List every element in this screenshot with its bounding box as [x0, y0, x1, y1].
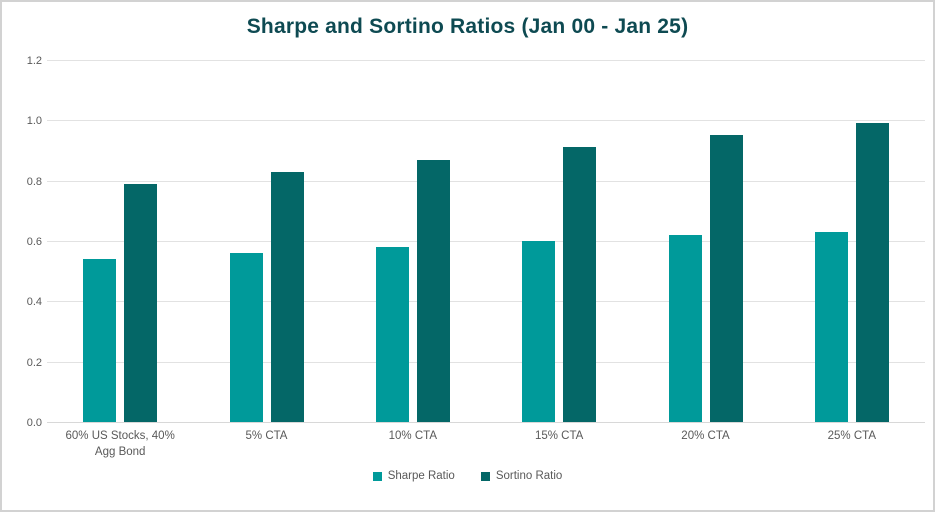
gridline-0.6: [47, 241, 925, 242]
legend-label: Sortino Ratio: [495, 470, 563, 482]
bar-sharpe-ratio-4: [522, 241, 556, 422]
legend-item-sharpe-ratio: Sharpe Ratio: [372, 470, 455, 482]
bar-sharpe-ratio-2: [229, 253, 263, 422]
bar-sortino-ratio-6: [855, 123, 889, 422]
gridline-1.2: [47, 60, 925, 61]
bar-sortino-ratio-3: [416, 159, 450, 422]
bar-sharpe-ratio-5: [668, 234, 702, 422]
y-tick-label-0.4: 0.4: [26, 296, 42, 309]
bar-sortino-ratio-1: [124, 183, 158, 422]
y-axis-tick-labels: 0.0 0.2 0.4 0.6 0.8 1.0 1.2: [10, 55, 42, 429]
gridline-0.2: [47, 361, 925, 363]
y-tick-label-0.0: 0.0: [26, 417, 42, 429]
legend-swatch-icon: [480, 471, 490, 481]
y-tick-label-1.0: 1.0: [26, 115, 42, 128]
bar-sortino-ratio-5: [709, 135, 743, 422]
legend: Sharpe Ratio Sortino Ratio: [2, 470, 933, 482]
y-tick-label-1.2: 1.2: [26, 55, 42, 67]
legend-swatch-icon: [372, 471, 382, 481]
bar-sortino-ratio-2: [270, 171, 304, 422]
gridline-0.8: [47, 180, 925, 182]
bar-sharpe-ratio-1: [83, 259, 117, 422]
gridline-0.0: [47, 422, 925, 423]
bar-sharpe-ratio-6: [814, 231, 848, 422]
bar-sortino-ratio-4: [563, 147, 597, 422]
y-tick-label-0.6: 0.6: [26, 236, 42, 248]
plot-area: [47, 60, 925, 423]
x-axis-label-2: 5% CTA: [245, 430, 288, 442]
x-axis-label-1: 60% US Stocks, 40% Agg Bond: [65, 430, 175, 458]
x-axis-label-3: 10% CTA: [388, 430, 437, 442]
gridline-1.0: [47, 120, 925, 122]
chart-title: Sharpe and Sortino Ratios (Jan 00 - Jan …: [246, 15, 689, 38]
bar-sharpe-ratio-3: [375, 247, 409, 422]
x-axis-label-4: 15% CTA: [534, 430, 584, 442]
legend-item-sortino-ratio: Sortino Ratio: [480, 470, 563, 482]
gridline-0.4: [47, 301, 925, 303]
y-tick-label-0.2: 0.2: [26, 356, 42, 369]
x-axis-label-5: 20% CTA: [681, 430, 730, 442]
x-axis-labels: 60% US Stocks, 40% Agg Bond 5% CTA 10% CTA…: [47, 429, 925, 460]
x-axis-label-6: 25% CTA: [827, 430, 876, 442]
legend-label: Sharpe Ratio: [387, 470, 455, 482]
y-tick-label-0.8: 0.8: [26, 175, 42, 188]
